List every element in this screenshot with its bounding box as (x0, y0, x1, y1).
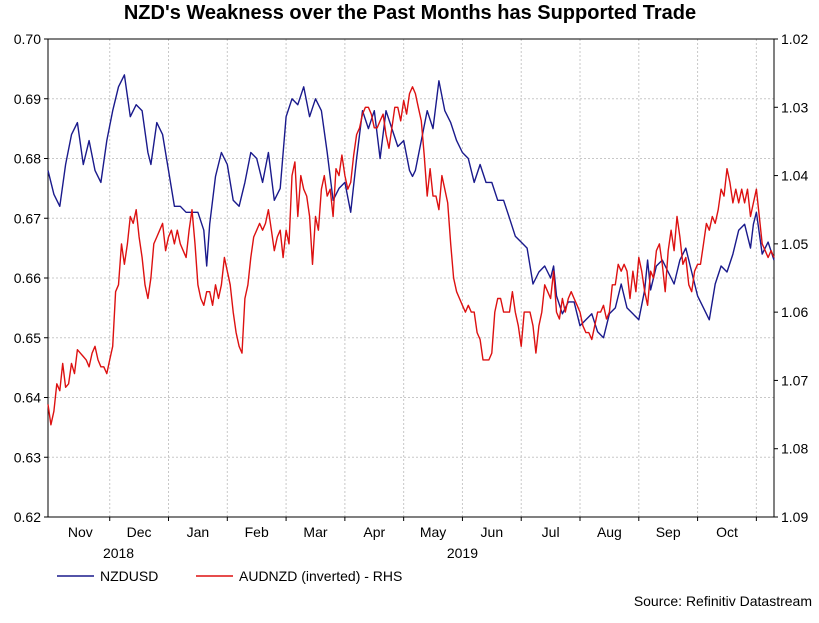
year-label: 2018 (103, 545, 134, 561)
x-tick-label: Mar (303, 524, 327, 540)
right-tick-label: 1.09 (781, 509, 808, 525)
right-tick-label: 1.03 (781, 99, 808, 115)
x-tick-label: Dec (127, 524, 152, 540)
legend: NZDUSD AUDNZD (inverted) - RHS (57, 568, 402, 584)
x-tick-label: Oct (716, 524, 738, 540)
chart-title: NZD's Weakness over the Past Months has … (124, 2, 696, 24)
right-tick-label: 1.05 (781, 236, 808, 252)
right-tick-label: 1.06 (781, 304, 808, 320)
x-tick-label: Aug (597, 524, 622, 540)
left-tick-label: 0.68 (14, 151, 41, 167)
x-tick-label: Nov (68, 524, 93, 540)
x-tick-label: May (420, 524, 446, 540)
left-tick-label: 0.67 (14, 210, 41, 226)
left-axis: 0.62 0.63 0.64 0.65 0.66 0.67 0.68 0.69 0.70 (14, 31, 48, 525)
legend-label: NZDUSD (100, 568, 158, 584)
left-tick-label: 0.66 (14, 270, 41, 286)
source-note: Source: Refinitiv Datastream (634, 593, 812, 609)
right-tick-label: 1.02 (781, 31, 808, 47)
x-tick-label: Sep (656, 524, 681, 540)
right-tick-label: 1.07 (781, 372, 808, 388)
x-tick-label: Jun (481, 524, 504, 540)
left-tick-label: 0.65 (14, 330, 41, 346)
left-tick-label: 0.69 (14, 91, 41, 107)
x-tick-label: Apr (363, 524, 385, 540)
left-tick-label: 0.62 (14, 509, 41, 525)
right-axis: 1.02 1.03 1.04 1.05 1.06 1.07 1.08 1.09 (774, 31, 808, 525)
left-tick-label: 0.64 (14, 390, 41, 406)
year-label: 2019 (447, 545, 478, 561)
x-axis: Nov Dec Jan Feb Mar Apr May Jun Jul Aug Sep Oct 2018… (68, 517, 757, 561)
gridlines (48, 39, 774, 517)
right-tick-label: 1.04 (781, 168, 808, 184)
series-line-audnzd-inverted-rhs (47, 86, 775, 426)
left-tick-label: 0.70 (14, 31, 41, 47)
x-tick-label: Jan (187, 524, 210, 540)
x-tick-label: Feb (245, 524, 269, 540)
series-lines (47, 74, 775, 426)
right-tick-label: 1.08 (781, 441, 808, 457)
series-line-nzdusd (47, 74, 775, 339)
left-tick-label: 0.63 (14, 449, 41, 465)
legend-label: AUDNZD (inverted) - RHS (239, 568, 402, 584)
x-tick-label: Jul (542, 524, 560, 540)
